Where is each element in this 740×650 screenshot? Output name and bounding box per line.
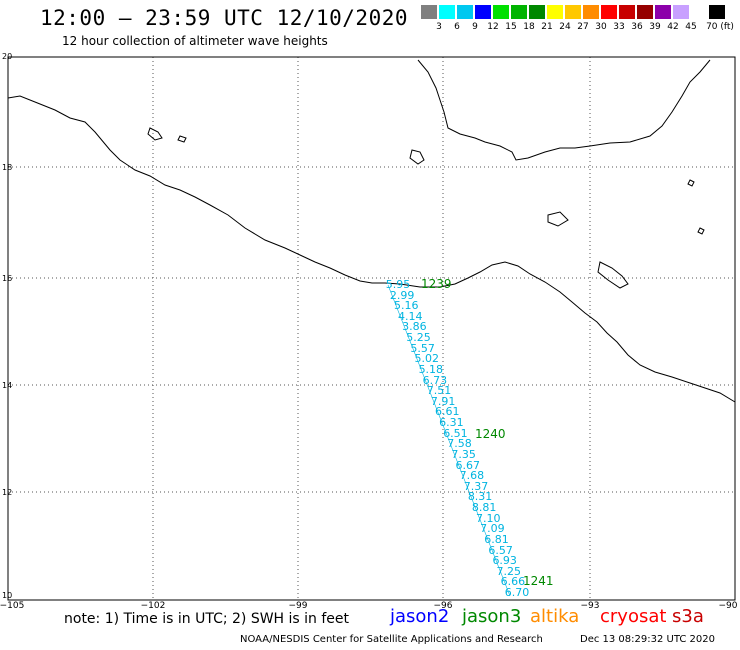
- pass-time-label: 1241: [523, 574, 554, 588]
- color-scale-label: 39: [649, 22, 661, 32]
- wave-height-value: 6.67: [455, 458, 481, 472]
- color-swatch: [457, 5, 473, 19]
- color-scale-label: 3: [436, 22, 442, 32]
- wave-height-value: 5.95: [385, 278, 411, 291]
- longitude-label: −105: [0, 601, 25, 611]
- color-swatch: [439, 5, 455, 19]
- longitude-label: −96: [433, 601, 453, 611]
- satellite-legend-item: jason3: [462, 606, 522, 627]
- color-swatch: [619, 5, 635, 19]
- color-scale-label: 36: [631, 22, 643, 32]
- wave-height-value: 6.51: [443, 426, 468, 440]
- color-scale-label: 70 (ft): [706, 22, 734, 32]
- color-swatch: [547, 5, 563, 19]
- satellite-legend-item: s3a: [672, 606, 704, 627]
- latitude-label: 20: [2, 52, 13, 61]
- color-swatch: [655, 5, 671, 19]
- wave-height-value: 5.16: [393, 299, 419, 313]
- color-scale-label: 33: [613, 22, 625, 32]
- wave-height-value: 8.81: [471, 501, 497, 515]
- wave-height-value: 5.02: [414, 352, 439, 366]
- longitude-label: −90: [718, 601, 738, 611]
- wave-height-value: 7.58: [447, 437, 472, 451]
- page-title: 12:00 – 23:59 UTC 12/10/2020: [40, 6, 409, 30]
- longitude-label: −102: [140, 601, 166, 611]
- wave-height-value: 7.91: [430, 394, 456, 408]
- wave-height-value: 6.31: [439, 416, 464, 430]
- color-swatch: [691, 5, 707, 19]
- latitude-label: 16: [2, 274, 13, 283]
- color-swatch: [493, 5, 509, 19]
- wave-height-value: 5.57: [410, 341, 435, 355]
- credit-text: NOAA/NESDIS Center for Satellite Applica…: [240, 634, 543, 645]
- wave-height-value: 5.18: [418, 362, 444, 376]
- color-scale-label: 24: [559, 22, 571, 32]
- grid-lines: [8, 57, 735, 600]
- color-scale-label: 42: [667, 22, 679, 32]
- color-swatch: [637, 5, 653, 19]
- track-line: [387, 284, 511, 597]
- color-scale-label: 18: [523, 22, 535, 32]
- color-swatch: [529, 5, 545, 19]
- color-scale-label: 12: [487, 22, 499, 32]
- wave-height-value: 6.70: [504, 586, 530, 599]
- wave-height-value: 6.66: [500, 575, 526, 589]
- latitude-label: 14: [2, 381, 13, 390]
- gulf-coastline: [417, 59, 711, 161]
- wave-height-value: 8.31: [467, 490, 493, 504]
- wave-height-value: 7.68: [459, 469, 485, 483]
- timestamp-text: Dec 13 08:29:32 UTC 2020: [580, 634, 715, 645]
- satellite-legend-item: jason2: [390, 606, 450, 627]
- pacific-coastline: [7, 95, 736, 403]
- longitude-label: −99: [288, 601, 308, 611]
- color-swatch: [421, 5, 437, 19]
- wave-height-value: 7.25: [496, 564, 522, 578]
- color-swatch: [511, 5, 527, 19]
- color-scale-label: 21: [541, 22, 553, 32]
- pass-time-label: 1239: [421, 277, 452, 291]
- wave-height-value: 2.99: [389, 288, 415, 302]
- wave-height-value: 6.73: [422, 373, 448, 387]
- footer-note: note: 1) Time is in UTC; 2) SWH is in fe…: [64, 611, 350, 627]
- color-swatch: [709, 5, 725, 19]
- color-scale-label: 15: [505, 22, 517, 32]
- wave-height-value: 5.25: [406, 331, 431, 345]
- color-scale-label: 30: [595, 22, 607, 32]
- map-frame: [7, 56, 736, 601]
- color-scale-label: 27: [577, 22, 589, 32]
- color-swatch: [673, 5, 689, 19]
- latitude-label: 10: [2, 591, 13, 600]
- wave-height-value: 3.86: [402, 320, 427, 334]
- color-swatch: [601, 5, 617, 19]
- wave-height-value: 7.10: [476, 511, 501, 525]
- wave-height-value: 7.09: [480, 522, 505, 536]
- wave-height-value: 6.93: [492, 554, 517, 568]
- wave-height-value: 7.37: [463, 479, 489, 493]
- color-swatch: [583, 5, 599, 19]
- color-scale-label: 45: [685, 22, 697, 32]
- wave-height-value: 6.61: [434, 405, 460, 419]
- satellite-legend-item: altika: [530, 606, 580, 627]
- color-swatch: [565, 5, 581, 19]
- color-scale-label: 9: [472, 22, 478, 32]
- latitude-label: 18: [2, 163, 13, 172]
- wave-height-value: 6.81: [484, 532, 509, 546]
- islands: [147, 127, 705, 289]
- color-swatch: [475, 5, 491, 19]
- wave-height-value: 4.14: [398, 309, 423, 323]
- latitude-label: 12: [2, 488, 13, 497]
- wave-height-value: 7.35: [451, 447, 476, 461]
- wave-height-value: 6.57: [488, 543, 513, 557]
- pass-time-label: 1240: [475, 427, 506, 441]
- page-subtitle: 12 hour collection of altimeter wave hei…: [62, 34, 328, 48]
- wave-height-value: 7.51: [426, 384, 452, 398]
- satellite-legend-item: cryosat: [600, 606, 667, 627]
- longitude-label: −93: [580, 601, 600, 611]
- color-scale-label: 6: [454, 22, 460, 32]
